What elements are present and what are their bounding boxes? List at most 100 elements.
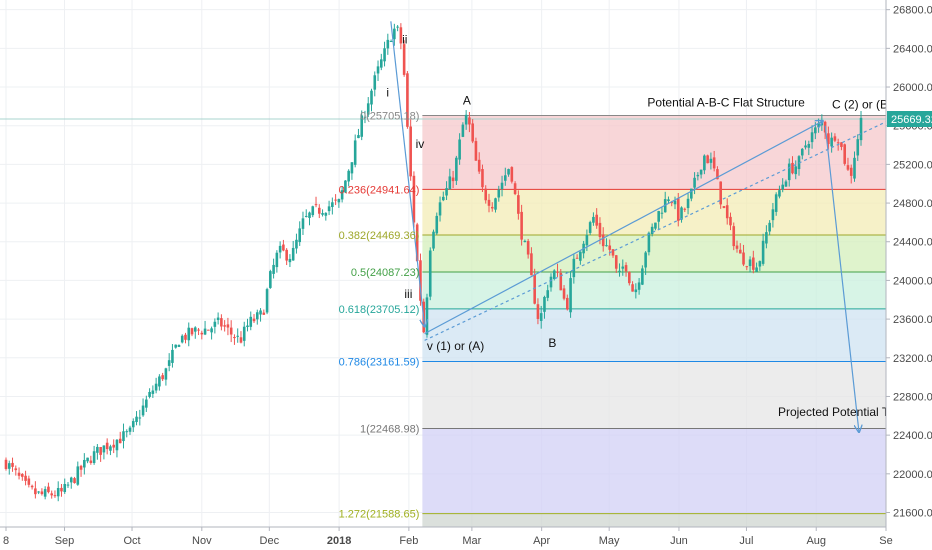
candle-body <box>340 190 344 200</box>
candle-body <box>200 332 204 335</box>
candle-body <box>278 245 282 253</box>
candle-body <box>109 446 112 451</box>
candle-body <box>559 272 563 291</box>
candle-body <box>7 463 11 469</box>
candle-body <box>716 169 719 180</box>
candle-body <box>66 484 70 486</box>
fib-band <box>422 271 886 309</box>
candle-body <box>415 224 419 262</box>
candle-body <box>99 446 102 455</box>
candle-body <box>409 126 412 177</box>
candle-body <box>158 376 161 387</box>
candle-body <box>833 136 837 141</box>
candle-body <box>572 258 576 278</box>
candle-body <box>703 155 706 171</box>
candle-body <box>304 215 308 217</box>
candle-body <box>595 214 598 226</box>
candle-body <box>830 137 833 147</box>
candle-body <box>787 163 791 181</box>
candle-body <box>650 226 654 235</box>
candle-body <box>291 247 295 261</box>
candle-body <box>171 349 174 363</box>
candle-body <box>840 142 843 147</box>
candle-body <box>680 207 683 220</box>
candle-body <box>73 478 76 484</box>
candle-body <box>252 318 256 322</box>
candle-body <box>298 228 302 243</box>
candle-body <box>226 324 230 328</box>
candle-body <box>667 199 670 202</box>
candle-body <box>357 135 360 139</box>
candle-body <box>676 198 680 221</box>
candle-body <box>618 270 621 272</box>
candle-body <box>353 140 357 165</box>
candle-body <box>249 316 253 327</box>
candle-body <box>151 390 155 394</box>
fib-level-label: 0.382(24469.36) <box>339 230 420 242</box>
candle-body <box>517 195 520 214</box>
candle-body <box>363 116 367 118</box>
y-tick-label: 22800.00 <box>893 391 932 403</box>
candle-body <box>579 251 582 261</box>
wave-annotation: v (1) or (A) <box>427 339 484 353</box>
candle-body <box>614 255 618 269</box>
candle-body <box>533 274 536 304</box>
candle-body <box>471 123 474 142</box>
wave-annotation: Projected Potential Target <box>778 405 916 419</box>
candle-body <box>641 268 644 285</box>
candle-body <box>135 416 138 423</box>
x-tick-label: May <box>599 535 620 547</box>
candle-body <box>76 466 80 485</box>
candle-body <box>458 139 461 160</box>
candle-body <box>474 141 478 161</box>
candle-body <box>396 26 399 28</box>
candle-body <box>611 249 615 256</box>
candle-body <box>745 266 749 268</box>
fib-band <box>422 115 886 190</box>
candle-body <box>17 472 21 476</box>
candle-body <box>526 241 530 255</box>
candle-body <box>220 318 223 327</box>
candle-body <box>161 375 164 380</box>
candle-body <box>634 289 638 293</box>
candle-body <box>601 234 605 247</box>
candle-body <box>853 157 856 179</box>
candle-body <box>621 266 625 269</box>
candle-body <box>334 199 337 201</box>
candle-body <box>145 399 148 408</box>
candle-body <box>794 166 798 175</box>
candle-body <box>83 459 86 468</box>
candle-body <box>814 127 817 134</box>
candle-body <box>846 165 850 170</box>
x-tick-label: 2018 <box>327 535 351 547</box>
candle-body <box>729 216 732 226</box>
x-tick-label: Aug <box>806 535 826 547</box>
candle-body <box>592 216 595 223</box>
candle-body <box>379 59 383 68</box>
candle-body <box>79 465 83 470</box>
candle-body <box>683 208 687 210</box>
candle-body <box>575 257 579 259</box>
candle-body <box>288 258 292 263</box>
candle-body <box>37 491 40 493</box>
candle-body <box>233 336 236 339</box>
candle-body <box>187 327 191 341</box>
candle-body <box>562 288 566 299</box>
candle-body <box>184 334 187 340</box>
candle-body <box>47 486 50 493</box>
candle-body <box>272 264 275 274</box>
candle-body <box>308 212 311 218</box>
candle-body <box>647 232 651 253</box>
candle-body <box>628 271 631 284</box>
candle-body <box>327 206 331 212</box>
candle-body <box>21 474 24 477</box>
y-tick-label: 23200.00 <box>893 353 932 365</box>
candle-body <box>722 206 726 208</box>
candle-body <box>412 175 416 223</box>
candle-body <box>696 174 700 177</box>
fib-band <box>422 428 886 514</box>
candle-body <box>27 478 31 485</box>
x-tick-label: Mar <box>462 535 481 547</box>
